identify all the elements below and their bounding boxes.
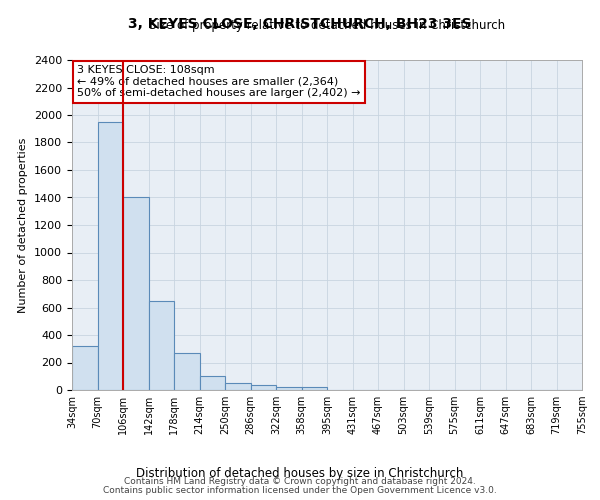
Bar — [72, 346, 97, 390]
Bar — [123, 198, 149, 390]
Bar — [97, 122, 123, 390]
Bar — [251, 384, 276, 390]
Text: 3 KEYES CLOSE: 108sqm
← 49% of detached houses are smaller (2,364)
50% of semi-d: 3 KEYES CLOSE: 108sqm ← 49% of detached … — [77, 65, 361, 98]
Title: Size of property relative to detached houses in Christchurch: Size of property relative to detached ho… — [149, 20, 505, 32]
Bar — [174, 353, 199, 390]
Text: Contains public sector information licensed under the Open Government Licence v3: Contains public sector information licen… — [103, 486, 497, 495]
Bar — [225, 383, 251, 390]
Bar — [149, 300, 174, 390]
Text: Contains HM Land Registry data © Crown copyright and database right 2024.: Contains HM Land Registry data © Crown c… — [124, 477, 476, 486]
Text: Distribution of detached houses by size in Christchurch: Distribution of detached houses by size … — [136, 468, 464, 480]
Y-axis label: Number of detached properties: Number of detached properties — [19, 138, 28, 312]
Bar — [276, 386, 302, 390]
Text: 3, KEYES CLOSE, CHRISTCHURCH, BH23 3ES: 3, KEYES CLOSE, CHRISTCHURCH, BH23 3ES — [128, 18, 472, 32]
Bar — [302, 387, 327, 390]
Bar — [199, 376, 225, 390]
